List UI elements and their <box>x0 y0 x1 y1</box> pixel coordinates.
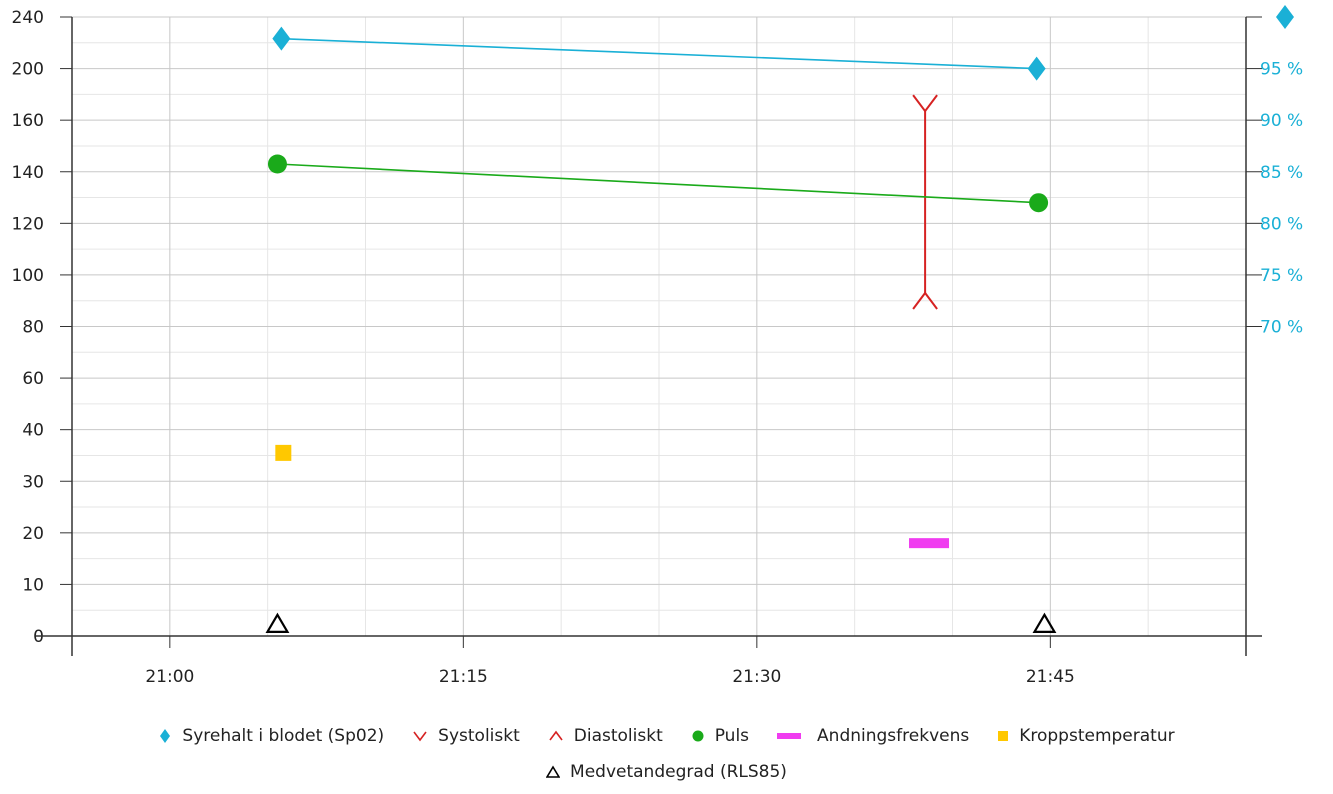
right-axis-tick-label: 70 % <box>1260 318 1303 338</box>
systolic-point <box>913 95 937 111</box>
right-axis-tick-label: 85 % <box>1260 163 1303 183</box>
left-axis-tick-label: 20 <box>22 524 44 544</box>
legend-row-2: Medvetandegrad (RLS85) <box>0 758 1333 786</box>
right-axis-tick-label: 75 % <box>1260 266 1303 286</box>
right-axis-diamond-icon <box>1276 5 1294 29</box>
triangle-icon <box>546 765 560 779</box>
left-axis-tick-label: 30 <box>22 472 44 492</box>
pulse-point <box>1029 193 1048 212</box>
x-axis-tick-label: 21:15 <box>439 667 488 687</box>
consciousness-point <box>267 615 287 632</box>
left-axis-tick-label: 120 <box>12 214 44 234</box>
x-axis-tick-label: 21:30 <box>732 667 781 687</box>
pulse-point <box>268 155 287 174</box>
left-axis-tick-label: 160 <box>12 111 44 131</box>
legend-item-consciousness: Medvetandegrad (RLS85) <box>546 762 787 782</box>
legend-label: Syrehalt i blodet (Sp02) <box>182 726 384 746</box>
x-axis-tick-label: 21:45 <box>1026 667 1075 687</box>
chevron-up-icon <box>548 729 564 743</box>
left-axis-tick-label: 100 <box>12 266 44 286</box>
left-axis-tick-label: 40 <box>22 421 44 441</box>
legend-label: Andningsfrekvens <box>817 726 969 746</box>
left-axis-tick-label: 0 <box>33 627 44 647</box>
legend-label: Puls <box>715 726 749 746</box>
right-axis-tick-label: 90 % <box>1260 111 1303 131</box>
right-axis-tick-label: 95 % <box>1260 60 1303 80</box>
x-axis-tick-label: 21:00 <box>145 667 194 687</box>
bar-icon <box>777 731 801 741</box>
legend-label: Diastoliskt <box>574 726 663 746</box>
circle-icon <box>691 729 705 743</box>
left-axis-tick-label: 10 <box>22 575 44 595</box>
legend-item-spo2: Syrehalt i blodet (Sp02) <box>158 726 384 746</box>
square-icon <box>997 730 1009 742</box>
left-axis-tick-label: 140 <box>12 163 44 183</box>
legend-label: Kroppstemperatur <box>1019 726 1174 746</box>
legend-item-temperature: Kroppstemperatur <box>997 726 1174 746</box>
left-axis-tick-label: 240 <box>12 8 44 28</box>
temperature-point <box>275 445 291 461</box>
chart-legend: Syrehalt i blodet (Sp02) Systoliskt Dias… <box>0 722 1333 794</box>
legend-label: Systoliskt <box>438 726 520 746</box>
consciousness-point <box>1034 615 1054 632</box>
left-axis-tick-label: 200 <box>12 60 44 80</box>
legend-item-respiration: Andningsfrekvens <box>777 726 969 746</box>
spo2-point <box>1028 57 1046 81</box>
left-axis-tick-label: 80 <box>22 318 44 338</box>
left-axis-tick-label: 60 <box>22 369 44 389</box>
legend-label: Medvetandegrad (RLS85) <box>570 762 787 782</box>
legend-item-diastolic: Diastoliskt <box>548 726 663 746</box>
spo2-point <box>272 27 290 51</box>
legend-row-1: Syrehalt i blodet (Sp02) Systoliskt Dias… <box>0 722 1333 750</box>
legend-item-systolic: Systoliskt <box>412 726 520 746</box>
legend-item-pulse: Puls <box>691 726 749 746</box>
chevron-down-icon <box>412 729 428 743</box>
right-axis-tick-label: 80 % <box>1260 214 1303 234</box>
diamond-icon <box>158 728 172 744</box>
respiration-point <box>909 538 949 548</box>
